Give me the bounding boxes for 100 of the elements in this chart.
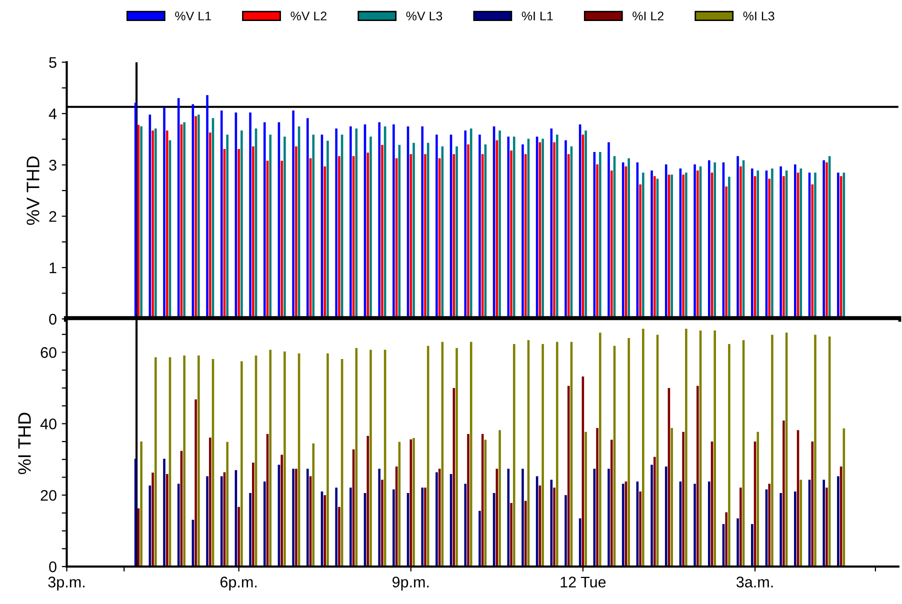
legend-label: %I L2: [632, 12, 664, 20]
bar: [478, 510, 481, 567]
bar: [740, 488, 742, 567]
y-tick-label: 1: [50, 262, 56, 274]
bar: [756, 432, 760, 567]
bar: [728, 344, 730, 567]
bar: [736, 518, 739, 567]
bar: [163, 458, 166, 567]
y-axis-title: %V THD: [26, 156, 40, 225]
bar: [183, 355, 186, 567]
bar: [338, 506, 340, 567]
y-tick-label: 0: [49, 561, 56, 572]
bar: [456, 348, 458, 567]
bar: [324, 495, 326, 567]
bar: [166, 474, 168, 567]
bar: [542, 344, 544, 567]
bar: [714, 330, 716, 567]
bar: [280, 454, 283, 567]
bar: [512, 344, 516, 567]
bar: [682, 432, 684, 567]
bar: [507, 468, 510, 567]
bar: [306, 468, 309, 567]
bar: [295, 468, 298, 567]
bar: [335, 488, 338, 567]
x-tick-label: 3p.m.: [48, 576, 84, 591]
bar: [628, 338, 630, 567]
bar: [780, 492, 782, 567]
bar: [725, 512, 728, 567]
bar: [608, 468, 610, 567]
legend-label: %V L3: [406, 12, 442, 20]
bar: [370, 350, 372, 567]
bar: [206, 476, 208, 567]
bar: [750, 524, 754, 567]
y-tick-label: 4: [48, 108, 57, 120]
bar: [811, 442, 814, 567]
bar: [708, 482, 710, 567]
bar: [664, 466, 668, 567]
bar: [154, 357, 157, 567]
bar: [220, 476, 223, 567]
bar: [642, 328, 644, 567]
bar: [350, 488, 352, 567]
bar: [252, 462, 254, 567]
bar: [464, 484, 467, 567]
bar: [837, 476, 840, 567]
bar: [269, 350, 272, 567]
bar: [392, 489, 395, 567]
bar: [522, 468, 524, 567]
bar: [326, 353, 329, 567]
legend-label: %I L1: [522, 12, 553, 20]
bar: [410, 439, 412, 567]
legend-label: %V L2: [290, 12, 326, 20]
bar: [412, 438, 415, 567]
bar: [152, 472, 154, 567]
y-tick-label: 20: [40, 490, 56, 501]
bar: [421, 488, 424, 567]
y-tick-label: 40: [40, 418, 56, 430]
bar: [249, 492, 252, 567]
x-tick-label: 6p.m.: [220, 576, 257, 591]
legend-label: %I L3: [743, 12, 774, 20]
bar: [800, 480, 802, 567]
bar: [685, 328, 688, 567]
bar: [452, 388, 456, 567]
bar: [556, 342, 558, 567]
bar: [208, 438, 212, 567]
bar: [366, 436, 370, 567]
y-tick-label: 0: [49, 314, 56, 325]
bar: [198, 355, 200, 567]
y-tick-label: 5: [49, 57, 56, 68]
x-tick-label: 12 Tue: [560, 576, 606, 588]
bar: [238, 506, 240, 567]
bar: [226, 442, 228, 567]
bar: [650, 464, 653, 567]
bar: [782, 420, 785, 567]
bar: [550, 480, 553, 567]
y-axis-title: %I THD: [18, 412, 31, 474]
bar: [794, 492, 796, 567]
bar: [822, 480, 825, 567]
bar: [467, 434, 470, 567]
bar: [510, 502, 512, 567]
bar: [826, 488, 828, 567]
bar: [140, 442, 142, 567]
bar: [553, 488, 556, 567]
bar: [653, 456, 656, 567]
bar: [768, 484, 770, 567]
bar: [696, 386, 699, 567]
bar: [596, 428, 598, 567]
y-tick-label: 3: [49, 160, 56, 171]
legend-label: %V L1: [175, 12, 211, 20]
bar: [610, 440, 613, 567]
bar: [284, 352, 286, 567]
bar: [292, 468, 294, 567]
bar: [670, 428, 673, 567]
bar: [194, 399, 197, 567]
bar: [498, 430, 501, 567]
bar: [312, 443, 315, 567]
bar: [639, 492, 642, 567]
bar: [694, 484, 696, 567]
bar: [814, 334, 816, 567]
bar: [240, 361, 243, 567]
bar: [378, 468, 380, 567]
